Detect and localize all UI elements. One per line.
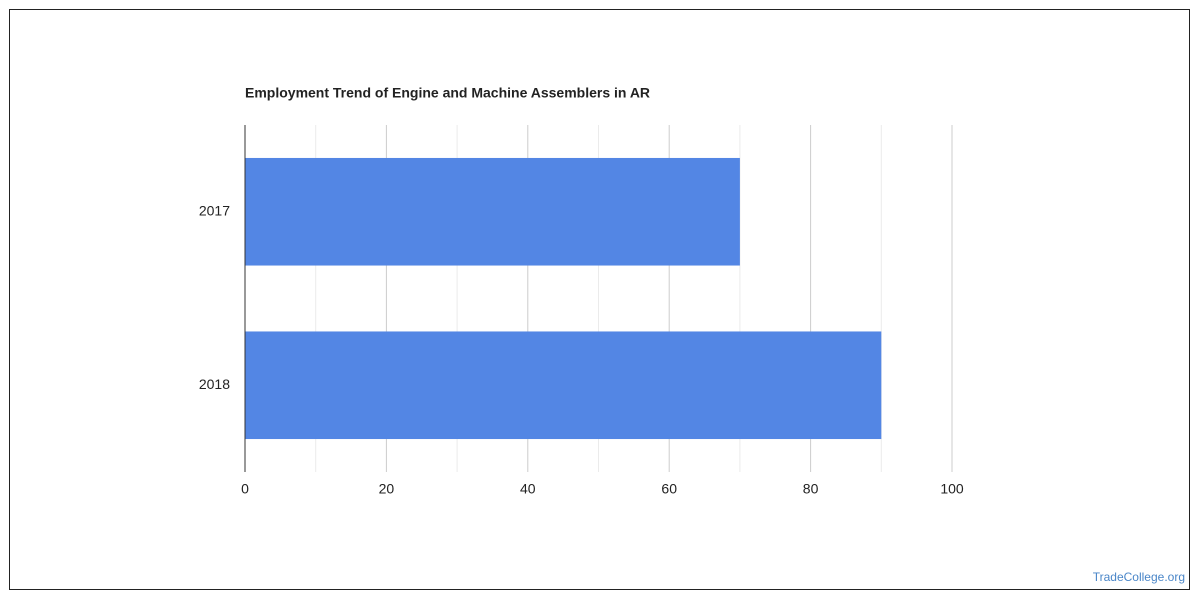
- x-tick-label: 80: [803, 481, 819, 497]
- watermark: TradeCollege.org: [1093, 570, 1185, 584]
- x-tick-label: 60: [661, 481, 677, 497]
- x-tick-label: 100: [940, 481, 964, 497]
- bar: [245, 157, 740, 266]
- chart-title: Employment Trend of Engine and Machine A…: [245, 85, 650, 101]
- x-tick-label: 0: [241, 481, 249, 497]
- y-tick-label: 2018: [199, 376, 230, 392]
- y-tick-label: 2017: [199, 202, 230, 218]
- x-tick-label: 40: [520, 481, 536, 497]
- bar: [245, 331, 882, 440]
- frame: [9, 9, 1190, 590]
- x-tick-label: 20: [379, 481, 395, 497]
